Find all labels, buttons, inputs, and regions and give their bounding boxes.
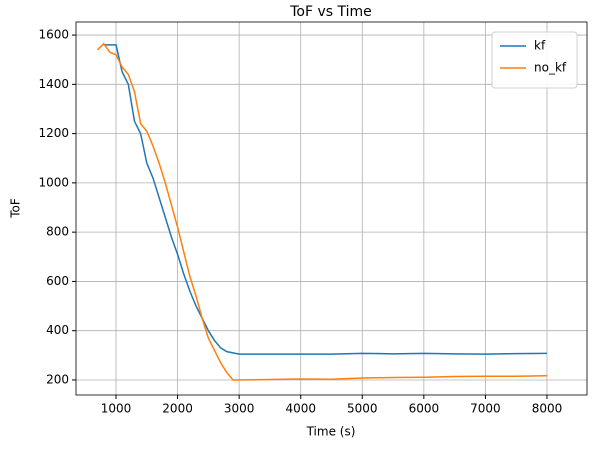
x-tick-label: 7000	[470, 402, 501, 416]
y-tick-label: 1200	[38, 126, 69, 140]
y-axis-label: ToF	[9, 198, 23, 219]
y-tick-label: 200	[46, 372, 69, 386]
x-axis-label: Time (s)	[306, 425, 356, 439]
y-tick-label: 1000	[38, 175, 69, 189]
y-tick-label: 600	[46, 274, 69, 288]
line-series	[97, 42, 547, 381]
x-tick-label: 2000	[162, 402, 193, 416]
x-tick-label: 4000	[285, 402, 316, 416]
x-tick-label: 1000	[101, 402, 132, 416]
y-tick-label: 1600	[38, 28, 69, 42]
legend-label: no_kf	[534, 61, 567, 75]
y-tick-label: 400	[46, 323, 69, 337]
chart-title: ToF vs Time	[289, 4, 372, 20]
x-tick-label: 8000	[532, 402, 563, 416]
plot-frame	[75, 21, 588, 396]
legend-label: kf	[534, 39, 546, 53]
y-tick-label: 1400	[38, 77, 69, 91]
x-tick-label: 5000	[347, 402, 378, 416]
y-tick-label: 800	[46, 225, 69, 239]
x-tick-label: 3000	[224, 402, 255, 416]
x-tick-label: 6000	[409, 402, 440, 416]
